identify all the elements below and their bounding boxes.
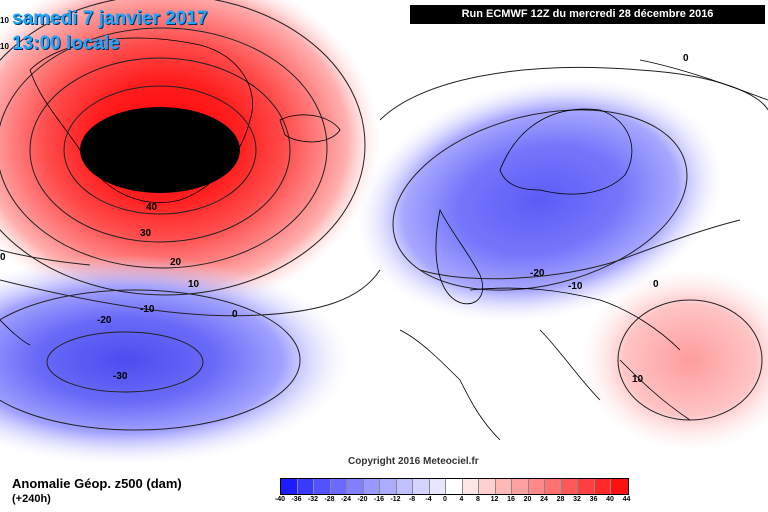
colorbar-tick-label: 12 xyxy=(490,496,499,503)
contour-label: -30 xyxy=(113,371,128,382)
colorbar-tick-label: 32 xyxy=(573,496,581,503)
colorbar-swatch xyxy=(347,479,364,494)
colorbar-swatch xyxy=(413,479,430,494)
colorbar-tick-label: 24 xyxy=(540,496,548,503)
colorbar-tick-label: -36 xyxy=(291,496,302,503)
coastlines xyxy=(0,37,768,441)
contour-label: 20 xyxy=(170,257,182,268)
colorbar-tick-label: -32 xyxy=(307,496,319,503)
edge-label: 10 xyxy=(0,16,9,25)
contour-label: -10 xyxy=(568,281,583,292)
colorbar-swatch xyxy=(297,479,314,494)
contour-label: -10 xyxy=(140,304,155,315)
legend-bar: Anomalie Géop. z500 (dam) (+240h) -40 -36… xyxy=(0,470,768,512)
colorbar-swatch xyxy=(363,479,380,494)
positive-anomaly-greece xyxy=(580,268,768,452)
contour-label: 0 xyxy=(653,279,659,290)
positive-anomaly-greenland xyxy=(0,0,380,315)
contour-label: 30 xyxy=(140,228,152,239)
colorbar-tick-label: -24 xyxy=(340,496,352,503)
contour-lines xyxy=(0,0,768,431)
anomaly-map: 40 30 20 10 0 -10 -20 -30 0 -20 -10 0 10… xyxy=(0,0,768,465)
colorbar-tick-label: 4 xyxy=(459,496,464,503)
contour-label: 0 xyxy=(0,252,6,263)
contour-label: 0 xyxy=(232,309,238,320)
colorbar-swatch xyxy=(446,479,463,494)
colorbar-tick-label: 8 xyxy=(476,496,480,503)
negative-anomaly-scandinavia xyxy=(357,78,723,322)
colorbar-tick-label: -28 xyxy=(324,496,335,503)
colorbar-tick-label: 16 xyxy=(507,496,515,503)
colorbar-swatch xyxy=(281,479,298,494)
colorbar-swatch xyxy=(561,479,578,494)
run-banner: Run ECMWF 12Z du mercredi 28 décembre 20… xyxy=(410,5,765,24)
contour-label: 0 xyxy=(683,53,689,64)
colorbar-swatch xyxy=(380,479,397,494)
colorbar-swatch xyxy=(330,479,347,494)
map-area: 40 30 20 10 0 -10 -20 -30 0 -20 -10 0 10… xyxy=(0,0,768,467)
colorbar-swatch xyxy=(512,479,529,494)
negative-anomaly-atlantic xyxy=(0,255,350,465)
contour-label: 40 xyxy=(146,202,158,213)
contour-label: 10 xyxy=(188,279,200,290)
contour-label: -20 xyxy=(97,315,112,326)
colorbar-swatch xyxy=(594,479,611,494)
colorbar-tick-label: 40 xyxy=(606,496,614,503)
time-title: 13:00 locale xyxy=(12,33,120,54)
anomaly-core xyxy=(80,107,240,193)
colorbar-swatch xyxy=(528,479,545,494)
contour-label: 10 xyxy=(632,374,644,385)
colorbar-swatch xyxy=(495,479,512,494)
colorbar-tick-label: -8 xyxy=(408,496,416,503)
colorbar-tick-label: 44 xyxy=(622,496,631,503)
colorbar-tick-label: -16 xyxy=(373,496,385,503)
colorbar-swatch xyxy=(479,479,496,494)
forecast-step: (+240h) xyxy=(12,493,51,505)
colorbar-tick-label: 28 xyxy=(556,496,565,503)
colorbar-swatch xyxy=(396,479,413,494)
colorbar-tick-label: -20 xyxy=(357,496,368,503)
colorbar-labels: -40 -36 -32 -28 -24 -20 -16 -12 -8 -4 0 4 8 12 16 20 24 2… xyxy=(275,496,630,506)
colorbar-swatch xyxy=(429,479,446,494)
colorbar-swatch xyxy=(611,479,628,494)
colorbar-tick-label: -40 xyxy=(274,496,286,503)
edge-label: 10 xyxy=(0,42,9,51)
colorbar-tick-label: 36 xyxy=(589,496,598,503)
colorbar-swatch xyxy=(545,479,562,494)
contour-label-group: 40 30 20 10 0 -10 -20 -30 0 -20 -10 0 10… xyxy=(0,53,689,385)
copyright-text: Copyright 2016 Meteociel.fr xyxy=(348,456,479,467)
variable-title: Anomalie Géop. z500 (dam) xyxy=(12,476,182,491)
colorbar-tick-label: -4 xyxy=(425,496,432,503)
colorbar xyxy=(280,478,629,495)
contour-label: -20 xyxy=(530,268,545,279)
colorbar-swatch xyxy=(462,479,479,494)
colorbar-swatch xyxy=(314,479,331,494)
date-title: samedi 7 janvier 2017 xyxy=(12,8,208,29)
colorbar-tick-label: 0 xyxy=(443,496,447,503)
colorbar-tick-label: 20 xyxy=(523,496,532,503)
colorbar-tick-label: -12 xyxy=(390,496,401,503)
colorbar-swatch xyxy=(578,479,595,494)
